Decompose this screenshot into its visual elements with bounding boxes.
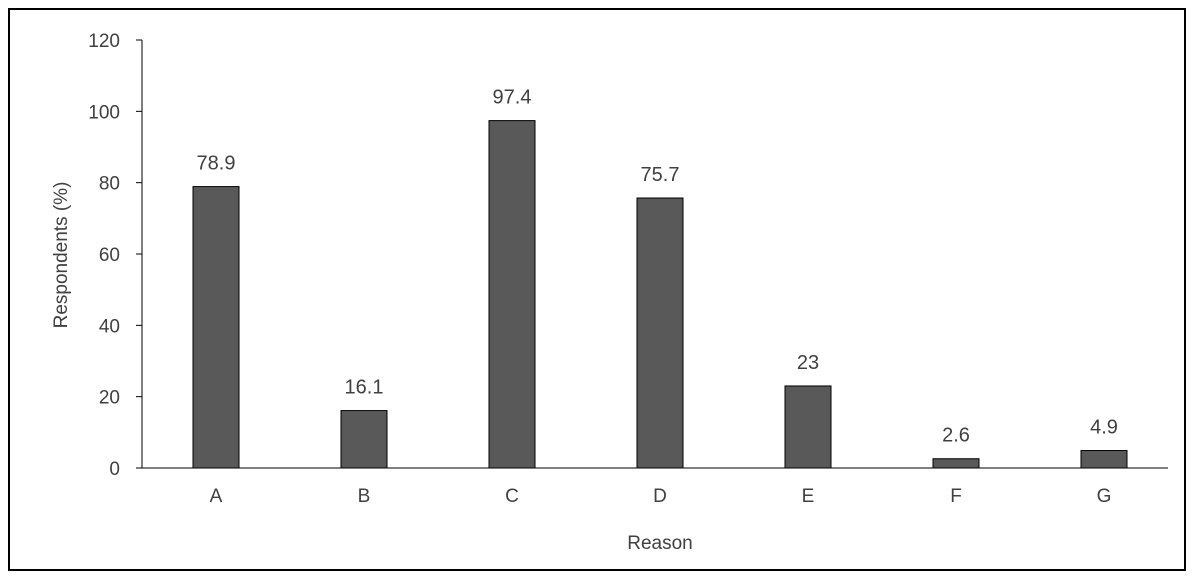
data-label: 78.9 (197, 153, 236, 175)
bar-f (932, 458, 980, 469)
x-tick-label: G (1097, 486, 1112, 507)
data-label: 97.4 (493, 87, 532, 109)
y-tick-label: 20 (99, 388, 120, 409)
x-axis-title: Reason (627, 533, 693, 554)
data-label: 4.9 (1090, 417, 1118, 439)
data-label: 16.1 (345, 377, 384, 399)
bar-c (488, 120, 536, 469)
x-tick-label: E (802, 486, 815, 507)
x-tick-label: A (210, 486, 223, 507)
bar-e (784, 385, 832, 469)
bar-g (1080, 450, 1128, 469)
x-tick-label: F (950, 486, 962, 507)
x-tick-label: C (505, 486, 519, 507)
y-tick-label: 0 (109, 459, 120, 480)
data-label: 75.7 (641, 164, 680, 186)
bar-a (192, 186, 240, 469)
y-tick-label: 120 (88, 31, 120, 52)
bars (192, 120, 1128, 469)
data-label: 2.6 (942, 425, 970, 447)
data-labels: 78.9 16.1 97.4 75.7 23 2.6 4.9 (197, 87, 1118, 447)
y-tick-label: 40 (99, 316, 120, 337)
y-tick-label: 60 (99, 245, 120, 266)
y-tick-label: 100 (88, 102, 120, 123)
x-axis: A B C D E F G (142, 467, 1168, 507)
y-tick-label: 80 (99, 174, 120, 195)
data-label: 23 (797, 352, 819, 374)
bar-d (636, 197, 684, 469)
y-axis: 0 20 40 60 80 100 120 (88, 31, 143, 480)
x-tick-label: D (653, 486, 667, 507)
x-tick-label: B (358, 486, 371, 507)
bar-b (340, 410, 388, 469)
y-axis-title: Respondents (%) (51, 182, 72, 329)
